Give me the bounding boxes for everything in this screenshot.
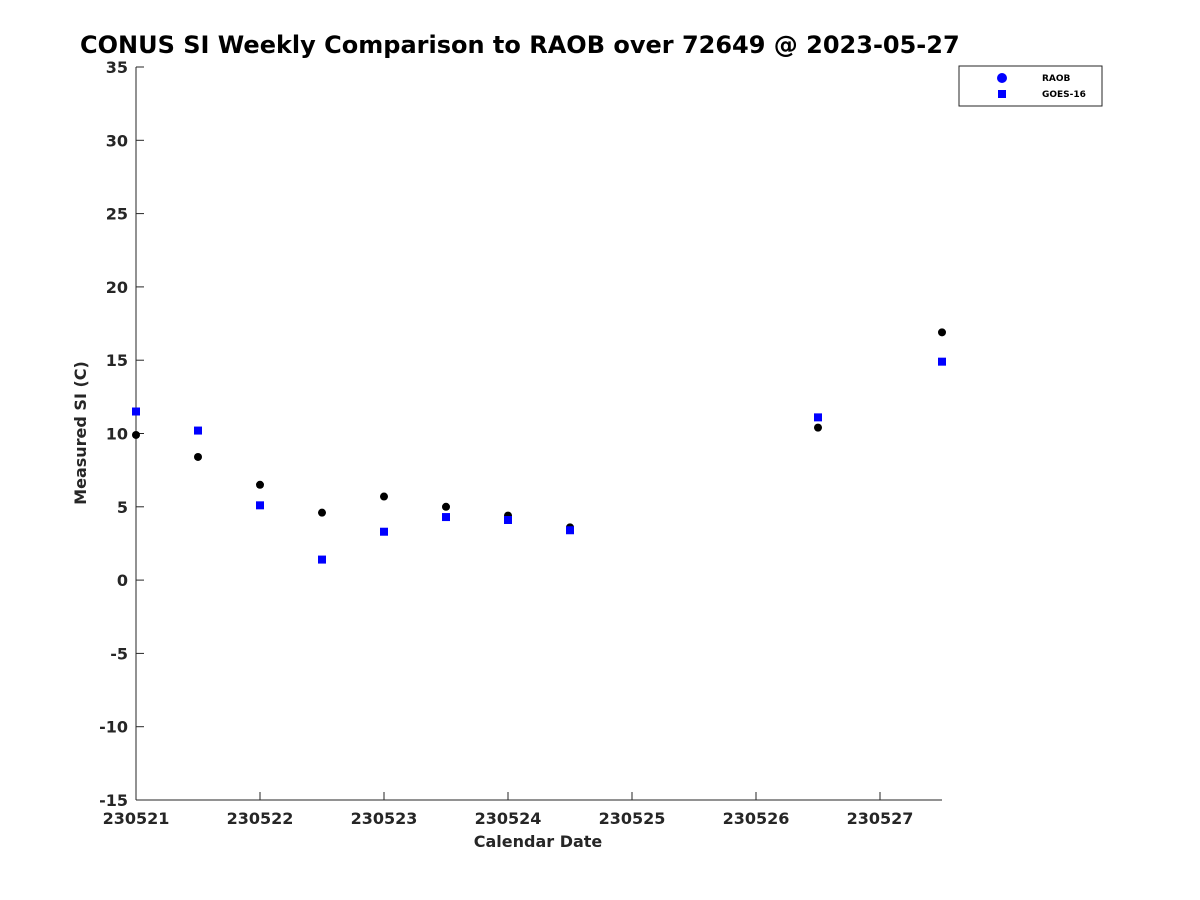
legend-label: GOES-16 (1042, 90, 1086, 100)
y-tick-label: -10 (99, 718, 128, 737)
x-tick-label: 230524 (475, 809, 542, 828)
y-axis-label: Measured SI (C) (71, 361, 90, 505)
legend-marker-goes16 (998, 90, 1006, 98)
x-tick-label: 230522 (227, 809, 294, 828)
goes16-point (938, 357, 946, 366)
x-tick-label: 230527 (847, 809, 914, 828)
y-tick-label: 10 (106, 425, 128, 444)
y-tick-label: 15 (106, 351, 128, 370)
goes16-point (380, 527, 388, 536)
raob-point (194, 452, 202, 461)
legend-marker-raob (997, 73, 1007, 83)
raob-point (132, 430, 140, 439)
goes16-point (814, 413, 822, 422)
y-tick-label: 30 (106, 131, 128, 150)
x-tick-label: 230521 (103, 809, 170, 828)
goes16-point (132, 407, 140, 416)
goes16-point (318, 555, 326, 564)
y-tick-label: 5 (117, 498, 128, 517)
y-tick-label: 25 (106, 205, 128, 224)
raob-point (938, 328, 946, 337)
y-tick-label: 35 (106, 58, 128, 77)
goes16-point (442, 513, 450, 522)
goes16-point (566, 526, 574, 535)
y-tick-label: -15 (99, 791, 128, 810)
y-tick-label: -5 (110, 644, 128, 663)
y-tick-label: 0 (117, 571, 128, 590)
goes16-point (194, 426, 202, 435)
raob-point (318, 508, 326, 517)
raob-point (256, 480, 264, 489)
x-tick-label: 230525 (599, 809, 666, 828)
y-tick-label: 20 (106, 278, 128, 297)
chart-title: CONUS SI Weekly Comparison to RAOB over … (80, 31, 960, 59)
raob-point (380, 492, 388, 501)
legend-box (958, 65, 1103, 107)
legend: RAOB GOES-16 (958, 65, 1103, 107)
x-tick-label: 230523 (351, 809, 418, 828)
x-tick-label: 230526 (723, 809, 790, 828)
goes16-point (256, 501, 264, 510)
x-axis-label: Calendar Date (474, 832, 603, 851)
data-points (132, 328, 946, 564)
legend-label: RAOB (1042, 74, 1071, 84)
goes16-point (504, 515, 512, 524)
raob-point (814, 423, 822, 432)
axes (135, 67, 942, 801)
raob-point (442, 502, 450, 511)
